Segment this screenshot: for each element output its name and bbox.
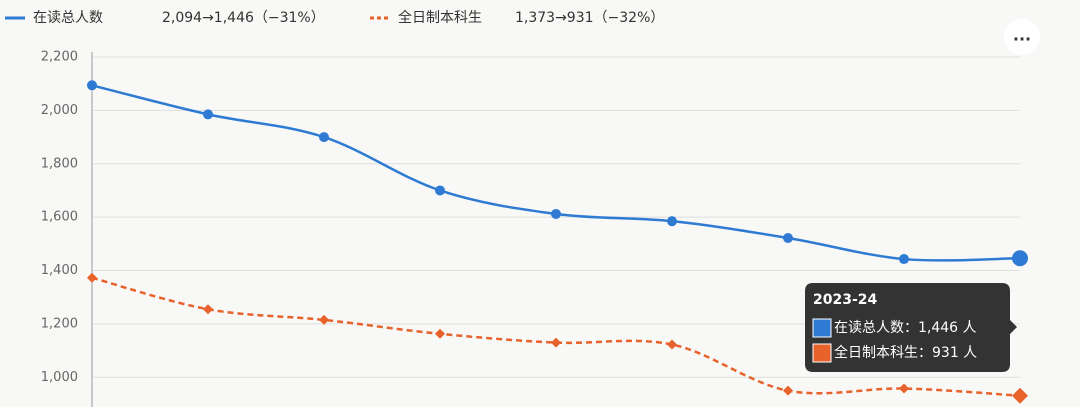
point [551,208,561,219]
menu-bg[interactable] [1004,19,1040,55]
point [87,272,97,283]
y-tick-label: 1,000 [41,370,78,385]
point [203,109,213,120]
point [783,232,793,243]
menu-button[interactable]: ... [1004,19,1040,55]
y-tick-label: 1,200 [41,316,78,331]
y-tick-label: 1,600 [41,210,78,225]
point [87,80,97,91]
point [435,328,445,339]
legend-label: 全日制本科生 [398,9,482,26]
point [667,216,677,227]
point [551,337,561,348]
tooltip-line: 在读总人数：1,446 人 [834,319,977,336]
legend-label: 在读总人数 [33,9,103,26]
tooltip-swatch [812,318,832,338]
point [1012,250,1028,267]
y-tick-label: 1,400 [41,263,78,278]
point [435,185,445,196]
y-tick-label: 2,200 [41,50,78,65]
legend-summary: 2,094→1,446（−31%） [162,10,325,26]
tooltip-bg [805,283,1017,372]
tooltip-swatch [812,343,832,363]
y-tick-label: 2,000 [41,103,78,118]
point [319,314,329,325]
y-tick-label: 1,800 [41,156,78,171]
point [1012,387,1028,404]
point [899,383,909,394]
tooltip-line: 全日制本科生：931 人 [834,344,977,361]
tooltip-title: 2023-24 [813,292,878,308]
point [667,339,677,350]
point [203,304,213,315]
point [899,254,909,265]
series-line [91,84,1021,262]
point [783,385,793,396]
point [319,132,329,143]
menu-label[interactable]: ... [1013,26,1031,45]
legend-summary: 1,373→931（−32%） [515,10,664,26]
